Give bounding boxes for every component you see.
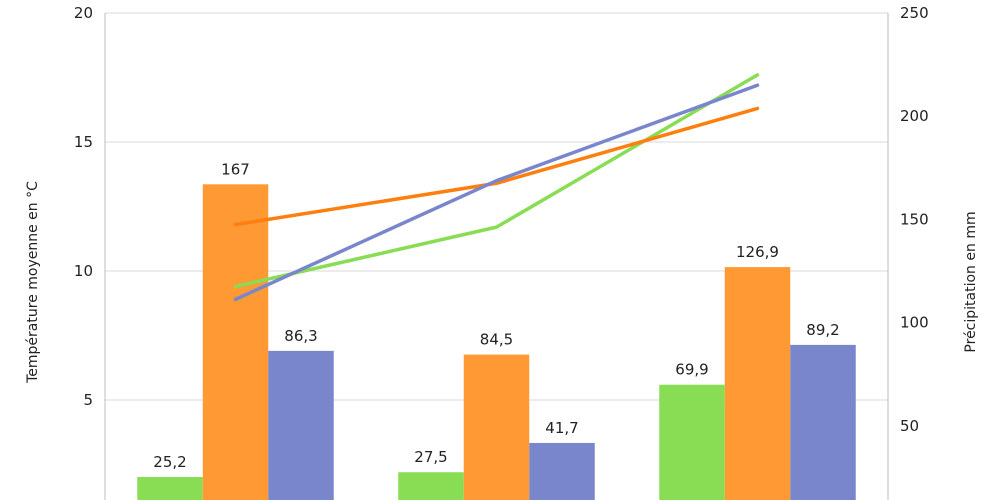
right-tick-label: 100 <box>900 314 929 332</box>
right-axis-ticks: 50 100 150 200 250 <box>900 4 929 435</box>
bar-data-labels: 25,2 167 86,3 27,5 84,5 41,7 69,9 126,9 89,2 <box>153 160 839 471</box>
bar <box>268 350 334 500</box>
bar-data-label: 27,5 <box>414 448 447 466</box>
bar-data-label: 89,2 <box>806 321 839 339</box>
bar-data-label: 41,7 <box>545 419 578 437</box>
bar <box>137 476 203 500</box>
bar <box>529 442 595 500</box>
bar-data-label: 25,2 <box>153 453 186 471</box>
left-axis-ticks: 5 10 15 20 <box>74 4 93 409</box>
right-tick-label: 200 <box>900 107 929 125</box>
bar <box>202 184 269 500</box>
series-line <box>233 73 760 289</box>
series-line <box>233 106 760 227</box>
right-tick-label: 250 <box>900 4 929 22</box>
left-tick-label: 15 <box>74 133 93 151</box>
bar <box>659 384 725 500</box>
left-tick-label: 20 <box>74 4 93 22</box>
left-tick-label: 5 <box>83 391 93 409</box>
bar <box>463 354 530 500</box>
bar-data-label: 86,3 <box>284 327 317 345</box>
right-tick-label: 50 <box>900 417 919 435</box>
right-axis-title: Précipitation en mm <box>963 211 979 352</box>
bar <box>724 267 791 500</box>
left-axis-title: Température moyenne en °C <box>25 181 41 384</box>
lines <box>233 73 760 302</box>
bar-data-label: 84,5 <box>480 331 513 349</box>
bar-data-label: 167 <box>221 160 250 178</box>
bar-data-label: 69,9 <box>675 361 708 379</box>
right-tick-label: 150 <box>900 210 929 228</box>
bar-data-label: 126,9 <box>736 243 779 261</box>
bars <box>137 184 856 500</box>
series-line <box>233 83 760 302</box>
bar <box>398 472 464 500</box>
left-tick-label: 10 <box>74 262 93 280</box>
bar <box>790 344 856 500</box>
